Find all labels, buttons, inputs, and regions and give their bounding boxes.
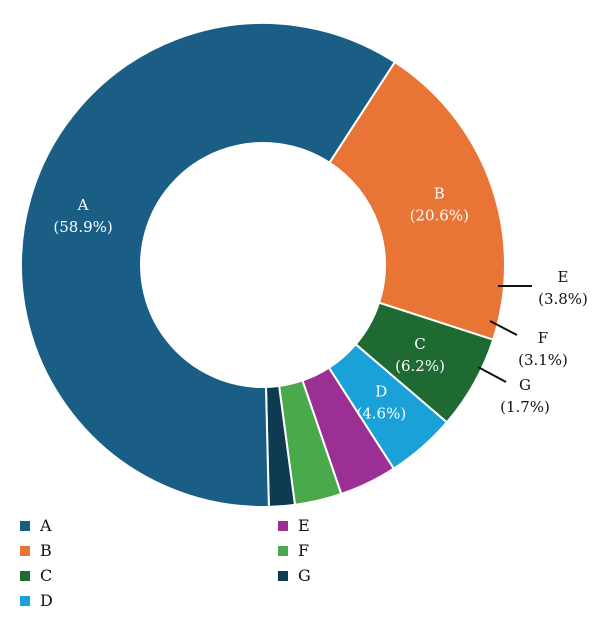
slice-B — [328, 60, 506, 341]
leader-line-G — [477, 366, 507, 383]
slice-value-D: (4.6%) — [356, 405, 406, 423]
legend-label-G: G — [298, 566, 311, 585]
slice-label-C: C — [414, 335, 425, 353]
legend-swatch-C — [20, 570, 30, 581]
leader-line-F — [489, 320, 518, 336]
legend-label-F: F — [298, 541, 310, 560]
legend-label-B: B — [40, 541, 52, 560]
slice-value-A: (58.9%) — [53, 218, 112, 236]
legend-item-A: A — [20, 516, 52, 535]
legend-item-D: D — [20, 591, 53, 610]
legend-swatch-G — [278, 570, 288, 581]
slice-label-B: B — [434, 185, 445, 203]
legend-swatch-A — [20, 520, 30, 531]
slice-label-F: F — [538, 329, 548, 347]
legend-label-E: E — [298, 516, 310, 535]
legend-label-D: D — [40, 591, 53, 610]
slice-label-A: A — [77, 196, 89, 214]
legend-label-C: C — [40, 566, 53, 585]
slice-value-B: (20.6%) — [410, 207, 469, 225]
legend-item-C: C — [20, 566, 52, 585]
legend-swatch-D — [20, 595, 30, 606]
legend-item-G: G — [278, 566, 311, 585]
legend-item-E: E — [278, 516, 310, 535]
legend-swatch-B — [20, 545, 30, 556]
legend-label-A: A — [40, 516, 52, 535]
slice-label-D: D — [375, 383, 387, 401]
slice-A — [20, 22, 397, 508]
legend-swatch-E — [278, 520, 288, 531]
slice-label-G: G — [519, 376, 531, 394]
slice-value-C: (6.2%) — [395, 357, 445, 375]
slice-value-F: (3.1%) — [518, 351, 568, 369]
slice-value-E: (3.8%) — [538, 290, 588, 308]
slice-value-G: (1.7%) — [500, 398, 550, 416]
legend-item-F: F — [278, 541, 309, 560]
legend-item-B: B — [20, 541, 52, 560]
legend-swatch-F — [278, 545, 288, 556]
slice-label-E: E — [558, 268, 569, 286]
